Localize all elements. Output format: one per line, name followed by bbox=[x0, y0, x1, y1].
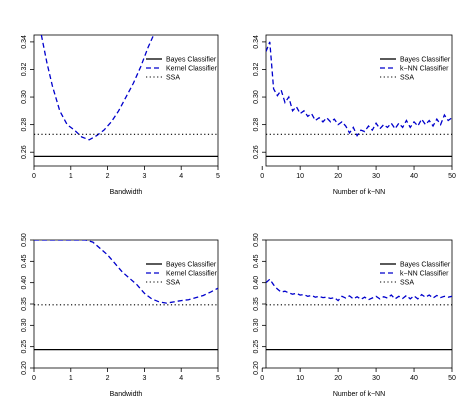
y-tick-label: 0.20 bbox=[253, 361, 260, 375]
x-tick-label: 20 bbox=[334, 375, 342, 382]
y-tick-label: 0.25 bbox=[21, 340, 28, 354]
y-tick-label: 0.26 bbox=[21, 145, 28, 159]
y-tick-label: 0.34 bbox=[253, 35, 260, 49]
plot-frame bbox=[265, 239, 453, 369]
plot-frame bbox=[33, 34, 219, 167]
y-tick-label: 0.26 bbox=[253, 145, 260, 159]
y-tick-label: 0.20 bbox=[21, 361, 28, 375]
plot-frame bbox=[265, 34, 453, 167]
y-tick-label: 0.50 bbox=[253, 233, 260, 247]
legend-label: Kernel Classifier bbox=[166, 66, 218, 73]
legend-label: Bayes Classifier bbox=[400, 57, 451, 64]
legend-label: Bayes Classifier bbox=[166, 262, 217, 269]
x-tick-label: 2 bbox=[106, 375, 110, 382]
x-tick-label: 5 bbox=[216, 173, 220, 180]
chart-panel-2: 0 10 20 30 40 50 0.26 0.28 0.30 0.32 0.34 Number of… bbox=[253, 34, 456, 196]
x-tick-label: 1 bbox=[69, 173, 73, 180]
series-group bbox=[266, 278, 452, 351]
legend-label: k−NN Classifier bbox=[400, 66, 449, 73]
chart-panel-3: 0 1 2 3 4 5 0.20 0.25 0.30 0.35 0.40 0.45 0.50 Bandwi… bbox=[21, 233, 220, 398]
x-axis-label: Bandwidth bbox=[110, 391, 143, 398]
legend-label: SSA bbox=[166, 75, 180, 82]
legend-label: SSA bbox=[400, 75, 414, 82]
legend-label: Bayes Classifier bbox=[400, 262, 451, 269]
x-tick-label: 3 bbox=[142, 375, 146, 382]
y-tick-label: 0.30 bbox=[253, 318, 260, 332]
legend-label: Bayes Classifier bbox=[166, 57, 217, 64]
y-tick-label: 0.50 bbox=[21, 233, 28, 247]
x-tick-label: 50 bbox=[448, 375, 456, 382]
y-tick-label: 0.45 bbox=[253, 254, 260, 268]
y-tick-label: 0.30 bbox=[21, 90, 28, 104]
x-tick-label: 50 bbox=[448, 173, 456, 180]
series-line bbox=[266, 278, 452, 302]
x-axis-label: Number of k−NN bbox=[333, 391, 385, 398]
x-tick-label: 4 bbox=[179, 173, 183, 180]
y-tick-label: 0.40 bbox=[21, 276, 28, 290]
legend-label: SSA bbox=[166, 280, 180, 287]
series-group bbox=[34, 240, 218, 351]
x-tick-label: 3 bbox=[142, 173, 146, 180]
y-tick-label: 0.40 bbox=[253, 276, 260, 290]
series-group bbox=[34, 35, 218, 158]
y-tick-label: 0.25 bbox=[253, 340, 260, 354]
series-line bbox=[40, 35, 155, 141]
legend-label: Kernel Classifier bbox=[166, 271, 218, 278]
x-tick-label: 0 bbox=[260, 375, 264, 382]
x-tick-label: 40 bbox=[410, 375, 418, 382]
x-tick-label: 2 bbox=[106, 173, 110, 180]
x-tick-label: 10 bbox=[296, 375, 304, 382]
x-tick-label: 30 bbox=[372, 375, 380, 382]
x-tick-label: 10 bbox=[296, 173, 304, 180]
y-tick-label: 0.34 bbox=[21, 35, 28, 49]
y-tick-label: 0.32 bbox=[21, 63, 28, 77]
chart-panel-1: 0 1 2 3 4 5 0.26 0.28 0.30 0.32 0.34 Bandwidth Bayes… bbox=[21, 34, 220, 196]
x-tick-label: 0 bbox=[32, 375, 36, 382]
legend-label: k−NN Classifier bbox=[400, 271, 449, 278]
x-tick-label: 5 bbox=[216, 375, 220, 382]
y-tick-label: 0.28 bbox=[21, 118, 28, 132]
y-tick-label: 0.45 bbox=[21, 254, 28, 268]
y-tick-label: 0.28 bbox=[253, 118, 260, 132]
y-tick-label: 0.35 bbox=[21, 297, 28, 311]
y-tick-label: 0.35 bbox=[253, 297, 260, 311]
y-tick-label: 0.32 bbox=[253, 63, 260, 77]
x-axis-label: Number of k−NN bbox=[333, 189, 385, 196]
x-tick-label: 4 bbox=[179, 375, 183, 382]
chart-panel-4: 0 10 20 30 40 50 0.20 0.25 0.30 0.35 0.40 0.45 0.50 N… bbox=[253, 233, 456, 398]
x-tick-label: 20 bbox=[334, 173, 342, 180]
x-tick-label: 0 bbox=[260, 173, 264, 180]
legend-label: SSA bbox=[400, 280, 414, 287]
y-tick-label: 0.30 bbox=[253, 90, 260, 104]
x-tick-label: 0 bbox=[32, 173, 36, 180]
x-axis-label: Bandwidth bbox=[110, 189, 143, 196]
x-tick-label: 30 bbox=[372, 173, 380, 180]
x-tick-label: 1 bbox=[69, 375, 73, 382]
y-tick-label: 0.30 bbox=[21, 318, 28, 332]
plot-frame bbox=[33, 239, 219, 369]
x-tick-label: 40 bbox=[410, 173, 418, 180]
series-line bbox=[266, 41, 452, 137]
series-group bbox=[266, 41, 452, 158]
